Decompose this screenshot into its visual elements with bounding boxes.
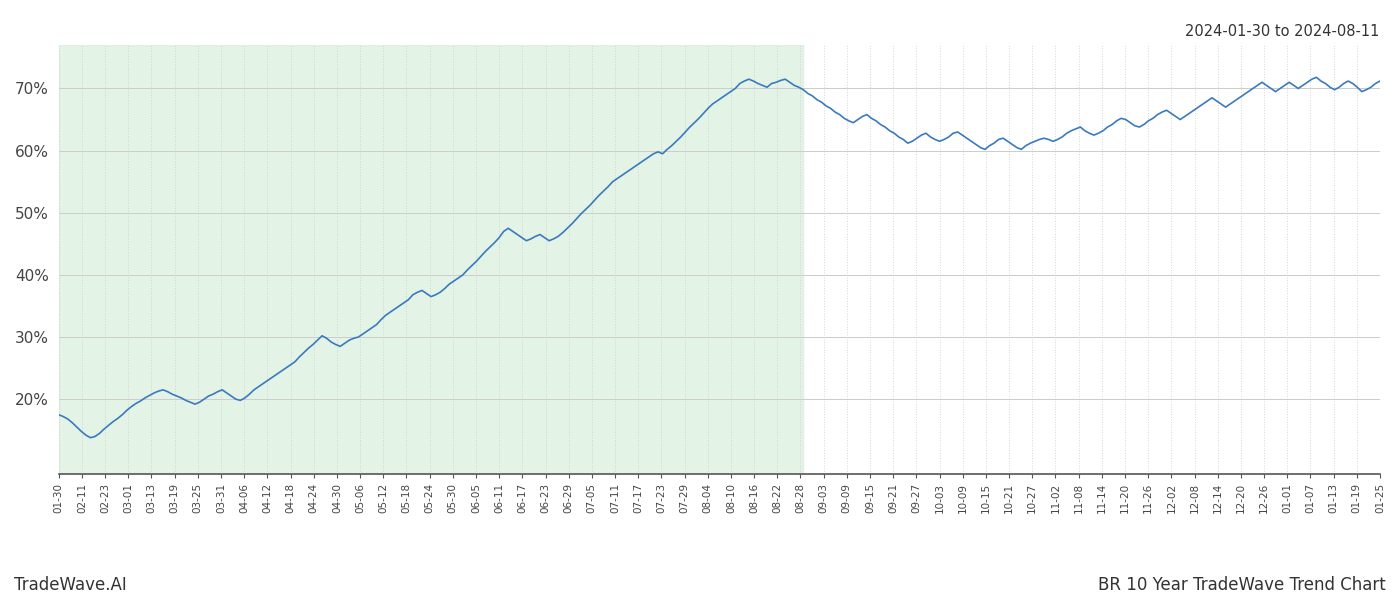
Text: BR 10 Year TradeWave Trend Chart: BR 10 Year TradeWave Trend Chart — [1098, 576, 1386, 594]
Bar — [59, 45, 804, 474]
Text: TradeWave.AI: TradeWave.AI — [14, 576, 127, 594]
Text: 2024-01-30 to 2024-08-11: 2024-01-30 to 2024-08-11 — [1184, 24, 1379, 39]
